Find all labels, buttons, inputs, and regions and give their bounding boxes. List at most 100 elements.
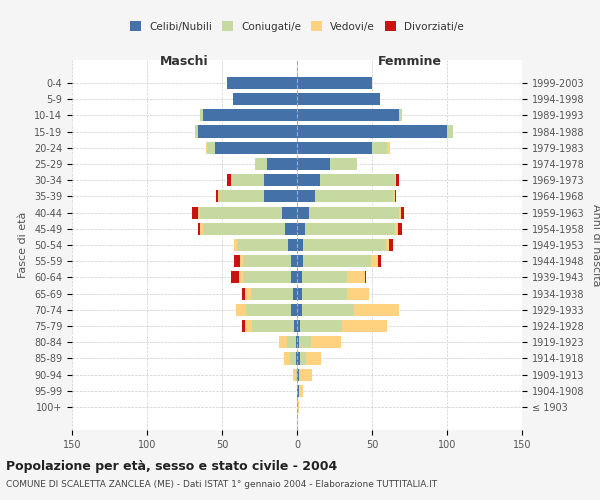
Bar — [297, 255, 303, 268]
Bar — [297, 239, 303, 251]
Bar — [290, 352, 296, 364]
Bar — [192, 206, 198, 218]
Bar — [207, 142, 215, 154]
Bar — [239, 272, 243, 283]
Bar — [330, 158, 357, 170]
Bar — [237, 239, 288, 251]
Bar — [297, 174, 320, 186]
Bar — [203, 222, 285, 235]
Bar — [227, 77, 297, 89]
Bar — [447, 126, 453, 138]
Bar — [219, 190, 264, 202]
Bar — [195, 126, 198, 138]
Bar — [297, 93, 380, 105]
Bar — [235, 304, 246, 316]
Bar — [297, 368, 299, 381]
Bar — [241, 320, 245, 332]
Bar — [303, 255, 371, 268]
Bar — [393, 190, 395, 202]
Bar — [243, 255, 291, 268]
Bar — [296, 352, 297, 364]
Bar — [231, 272, 239, 283]
Bar — [279, 336, 287, 348]
Y-axis label: Anni di nascita: Anni di nascita — [591, 204, 600, 286]
Bar — [246, 304, 291, 316]
Bar — [245, 288, 251, 300]
Bar — [282, 206, 297, 218]
Bar — [389, 239, 393, 251]
Bar — [297, 222, 305, 235]
Bar — [234, 255, 240, 268]
Bar — [320, 174, 395, 186]
Bar — [297, 385, 299, 397]
Bar — [300, 352, 306, 364]
Bar — [216, 190, 218, 202]
Bar — [300, 368, 312, 381]
Bar — [287, 336, 296, 348]
Bar — [315, 190, 393, 202]
Bar — [299, 368, 300, 381]
Bar — [302, 272, 347, 283]
Bar — [264, 190, 297, 202]
Bar — [299, 336, 311, 348]
Bar — [395, 222, 398, 235]
Bar — [198, 206, 199, 218]
Bar — [395, 190, 396, 202]
Bar — [342, 320, 387, 332]
Bar — [284, 352, 290, 364]
Bar — [234, 239, 237, 251]
Bar — [297, 206, 309, 218]
Bar — [297, 109, 399, 122]
Bar — [354, 304, 399, 316]
Bar — [296, 368, 297, 381]
Bar — [255, 158, 267, 170]
Bar — [371, 255, 378, 268]
Bar — [297, 320, 300, 332]
Bar — [396, 174, 399, 186]
Bar — [233, 93, 297, 105]
Bar — [387, 142, 390, 154]
Bar — [297, 272, 302, 283]
Text: COMUNE DI SCALETTA ZANCLEA (ME) - Dati ISTAT 1° gennaio 2004 - Elaborazione TUTT: COMUNE DI SCALETTA ZANCLEA (ME) - Dati I… — [6, 480, 437, 489]
Bar — [203, 109, 297, 122]
Y-axis label: Fasce di età: Fasce di età — [19, 212, 28, 278]
Bar — [245, 320, 252, 332]
Bar — [297, 288, 302, 300]
Bar — [297, 336, 299, 348]
Bar — [294, 320, 297, 332]
Bar — [199, 206, 282, 218]
Bar — [302, 288, 347, 300]
Bar — [347, 288, 369, 300]
Bar — [303, 239, 386, 251]
Bar — [297, 401, 299, 413]
Bar — [297, 352, 300, 364]
Bar — [240, 255, 243, 268]
Bar — [291, 272, 297, 283]
Bar — [198, 222, 199, 235]
Bar — [293, 288, 297, 300]
Bar — [399, 109, 402, 122]
Bar — [291, 255, 297, 268]
Bar — [309, 206, 399, 218]
Bar — [378, 255, 381, 268]
Bar — [251, 288, 293, 300]
Text: Maschi: Maschi — [160, 56, 209, 68]
Bar — [386, 239, 389, 251]
Bar — [199, 109, 203, 122]
Bar — [231, 174, 264, 186]
Bar — [227, 174, 231, 186]
Bar — [297, 190, 315, 202]
Bar — [395, 174, 396, 186]
Text: Popolazione per età, sesso e stato civile - 2004: Popolazione per età, sesso e stato civil… — [6, 460, 337, 473]
Bar — [199, 222, 203, 235]
Bar — [198, 126, 297, 138]
Bar — [372, 142, 387, 154]
Bar — [297, 304, 302, 316]
Bar — [296, 336, 297, 348]
Bar — [297, 142, 372, 154]
Bar — [243, 272, 291, 283]
Bar — [302, 304, 354, 316]
Bar — [347, 272, 365, 283]
Bar — [218, 190, 219, 202]
Bar — [305, 222, 395, 235]
